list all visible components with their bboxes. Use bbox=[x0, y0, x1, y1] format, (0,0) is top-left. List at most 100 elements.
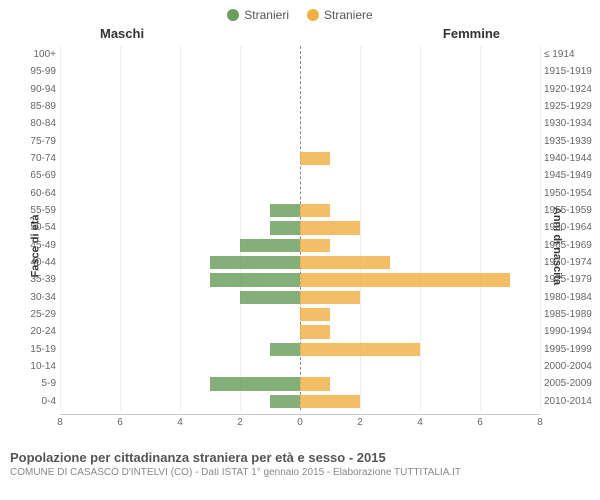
header-male: Maschi bbox=[100, 26, 144, 41]
birth-year-label: 1950-1954 bbox=[544, 188, 598, 199]
male-half bbox=[60, 306, 300, 323]
x-tick: 4 bbox=[417, 417, 423, 428]
female-half bbox=[300, 375, 540, 392]
bar-area bbox=[60, 237, 540, 254]
male-half bbox=[60, 393, 300, 410]
chart-row: 75-791935-1939 bbox=[60, 133, 540, 150]
birth-year-label: 1925-1929 bbox=[544, 101, 598, 112]
female-half bbox=[300, 185, 540, 202]
chart-row: 65-691945-1949 bbox=[60, 167, 540, 184]
male-half bbox=[60, 150, 300, 167]
age-label: 10-14 bbox=[12, 361, 56, 372]
age-label: 15-19 bbox=[12, 344, 56, 355]
female-half bbox=[300, 219, 540, 236]
male-half bbox=[60, 202, 300, 219]
bar-area bbox=[60, 289, 540, 306]
bar-area bbox=[60, 167, 540, 184]
birth-year-label: 2000-2004 bbox=[544, 361, 598, 372]
age-label: 30-34 bbox=[12, 292, 56, 303]
x-tick: 0 bbox=[297, 417, 303, 428]
female-half bbox=[300, 323, 540, 340]
chart-row: 35-391975-1979 bbox=[60, 271, 540, 288]
bar-area bbox=[60, 81, 540, 98]
bar-area bbox=[60, 46, 540, 63]
female-half bbox=[300, 150, 540, 167]
birth-year-label: 1975-1979 bbox=[544, 274, 598, 285]
chart-area: Fasce di età Anni di nascita 100+≤ 19149… bbox=[0, 46, 600, 446]
chart-legend: Stranieri Straniere bbox=[0, 0, 600, 26]
female-half bbox=[300, 237, 540, 254]
male-half bbox=[60, 375, 300, 392]
birth-year-label: 1970-1974 bbox=[544, 257, 598, 268]
female-half bbox=[300, 254, 540, 271]
birth-year-label: 1920-1924 bbox=[544, 84, 598, 95]
age-label: 95-99 bbox=[12, 66, 56, 77]
footer-title: Popolazione per cittadinanza straniera p… bbox=[10, 450, 590, 465]
male-half bbox=[60, 341, 300, 358]
female-half bbox=[300, 98, 540, 115]
male-half bbox=[60, 254, 300, 271]
age-label: 100+ bbox=[12, 49, 56, 60]
x-tick: 8 bbox=[57, 417, 63, 428]
birth-year-label: 1955-1959 bbox=[544, 205, 598, 216]
bar-area bbox=[60, 375, 540, 392]
x-tick: 2 bbox=[237, 417, 243, 428]
female-half bbox=[300, 358, 540, 375]
female-half bbox=[300, 306, 540, 323]
female-half bbox=[300, 271, 540, 288]
age-label: 20-24 bbox=[12, 326, 56, 337]
bar-area bbox=[60, 323, 540, 340]
age-label: 5-9 bbox=[12, 378, 56, 389]
bar-female bbox=[300, 377, 330, 390]
male-half bbox=[60, 63, 300, 80]
chart-row: 80-841930-1934 bbox=[60, 115, 540, 132]
age-label: 90-94 bbox=[12, 84, 56, 95]
bar-area bbox=[60, 358, 540, 375]
male-half bbox=[60, 271, 300, 288]
bar-area bbox=[60, 133, 540, 150]
bar-male bbox=[270, 395, 300, 408]
male-half bbox=[60, 323, 300, 340]
bar-female bbox=[300, 291, 360, 304]
chart-row: 5-92005-2009 bbox=[60, 375, 540, 392]
age-label: 45-49 bbox=[12, 240, 56, 251]
column-headers: Maschi Femmine bbox=[0, 26, 600, 46]
male-half bbox=[60, 98, 300, 115]
bar-area bbox=[60, 63, 540, 80]
x-axis: 864202468 bbox=[60, 414, 540, 434]
bar-female bbox=[300, 256, 390, 269]
x-tick: 4 bbox=[177, 417, 183, 428]
bar-area bbox=[60, 393, 540, 410]
bar-female bbox=[300, 273, 510, 286]
female-half bbox=[300, 393, 540, 410]
female-half bbox=[300, 81, 540, 98]
male-half bbox=[60, 237, 300, 254]
birth-year-label: 1940-1944 bbox=[544, 153, 598, 164]
x-tick: 2 bbox=[357, 417, 363, 428]
birth-year-label: 1965-1969 bbox=[544, 240, 598, 251]
age-label: 70-74 bbox=[12, 153, 56, 164]
chart-row: 70-741940-1944 bbox=[60, 150, 540, 167]
gridline bbox=[540, 46, 541, 410]
bar-male bbox=[270, 204, 300, 217]
bar-male bbox=[270, 343, 300, 356]
chart-footer: Popolazione per cittadinanza straniera p… bbox=[0, 446, 600, 478]
legend-swatch-male bbox=[227, 9, 239, 21]
male-half bbox=[60, 185, 300, 202]
chart-row: 95-991915-1919 bbox=[60, 63, 540, 80]
bar-area bbox=[60, 98, 540, 115]
bar-area bbox=[60, 115, 540, 132]
bar-female bbox=[300, 152, 330, 165]
chart-row: 85-891925-1929 bbox=[60, 98, 540, 115]
header-female: Femmine bbox=[443, 26, 500, 41]
age-label: 50-54 bbox=[12, 222, 56, 233]
male-half bbox=[60, 133, 300, 150]
chart-row: 0-42010-2014 bbox=[60, 393, 540, 410]
female-half bbox=[300, 289, 540, 306]
bar-male bbox=[210, 256, 300, 269]
chart-row: 90-941920-1924 bbox=[60, 81, 540, 98]
male-half bbox=[60, 81, 300, 98]
female-half bbox=[300, 46, 540, 63]
age-label: 75-79 bbox=[12, 136, 56, 147]
bar-area bbox=[60, 185, 540, 202]
